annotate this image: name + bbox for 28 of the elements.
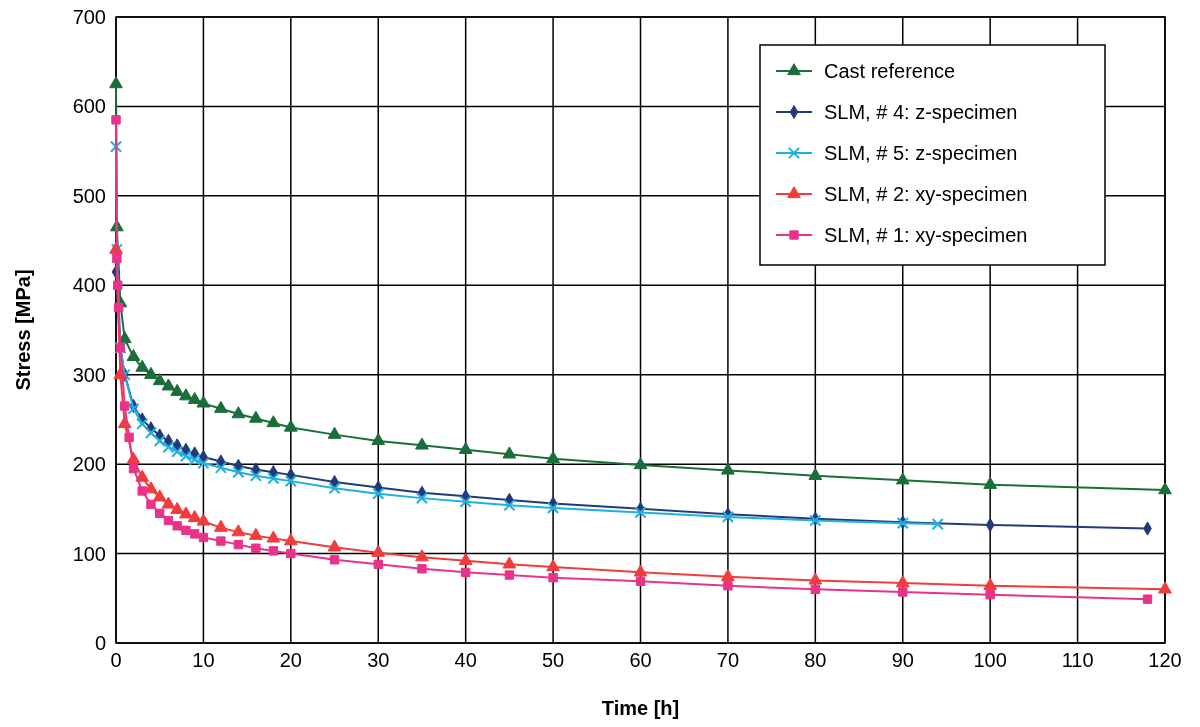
x-tick-label: 70: [716, 649, 740, 671]
y-tick-label: 500: [72, 184, 106, 207]
y-tick-label: 200: [72, 453, 106, 476]
y-tick-label: 400: [72, 274, 106, 297]
y-tick-label: 300: [72, 363, 106, 386]
y-tick-label: 700: [72, 6, 106, 28]
x-tick-label: 20: [279, 649, 302, 671]
legend-label: Cast reference: [824, 60, 956, 82]
y-tick-label: 600: [72, 95, 106, 118]
x-tick-label: 0: [110, 649, 122, 671]
x-tick-label: 90: [891, 649, 914, 671]
x-tick-label: 10: [192, 649, 215, 671]
x-tick-label: 110: [1061, 649, 1094, 671]
x-tick-label: 40: [454, 649, 477, 671]
y-tick-label: 100: [72, 542, 106, 565]
y-axis-title: Stress [MPa]: [12, 269, 34, 391]
x-axis-title: Time [h]: [601, 697, 680, 719]
legend-label: SLM, # 1: xy-specimen: [824, 224, 1028, 246]
y-tick-label: 0: [94, 632, 106, 654]
x-tick-label: 30: [367, 649, 390, 671]
x-tick-label: 60: [629, 649, 652, 671]
legend-label: SLM, # 5: z-specimen: [824, 142, 1018, 164]
legend-label: SLM, # 2: xy-specimen: [824, 183, 1028, 205]
x-tick-label: 120: [1148, 649, 1182, 671]
legend-label: SLM, # 4: z-specimen: [824, 101, 1018, 123]
x-tick-label: 100: [973, 649, 1007, 671]
x-tick-label: 80: [804, 649, 827, 671]
x-tick-label: 50: [541, 649, 565, 671]
